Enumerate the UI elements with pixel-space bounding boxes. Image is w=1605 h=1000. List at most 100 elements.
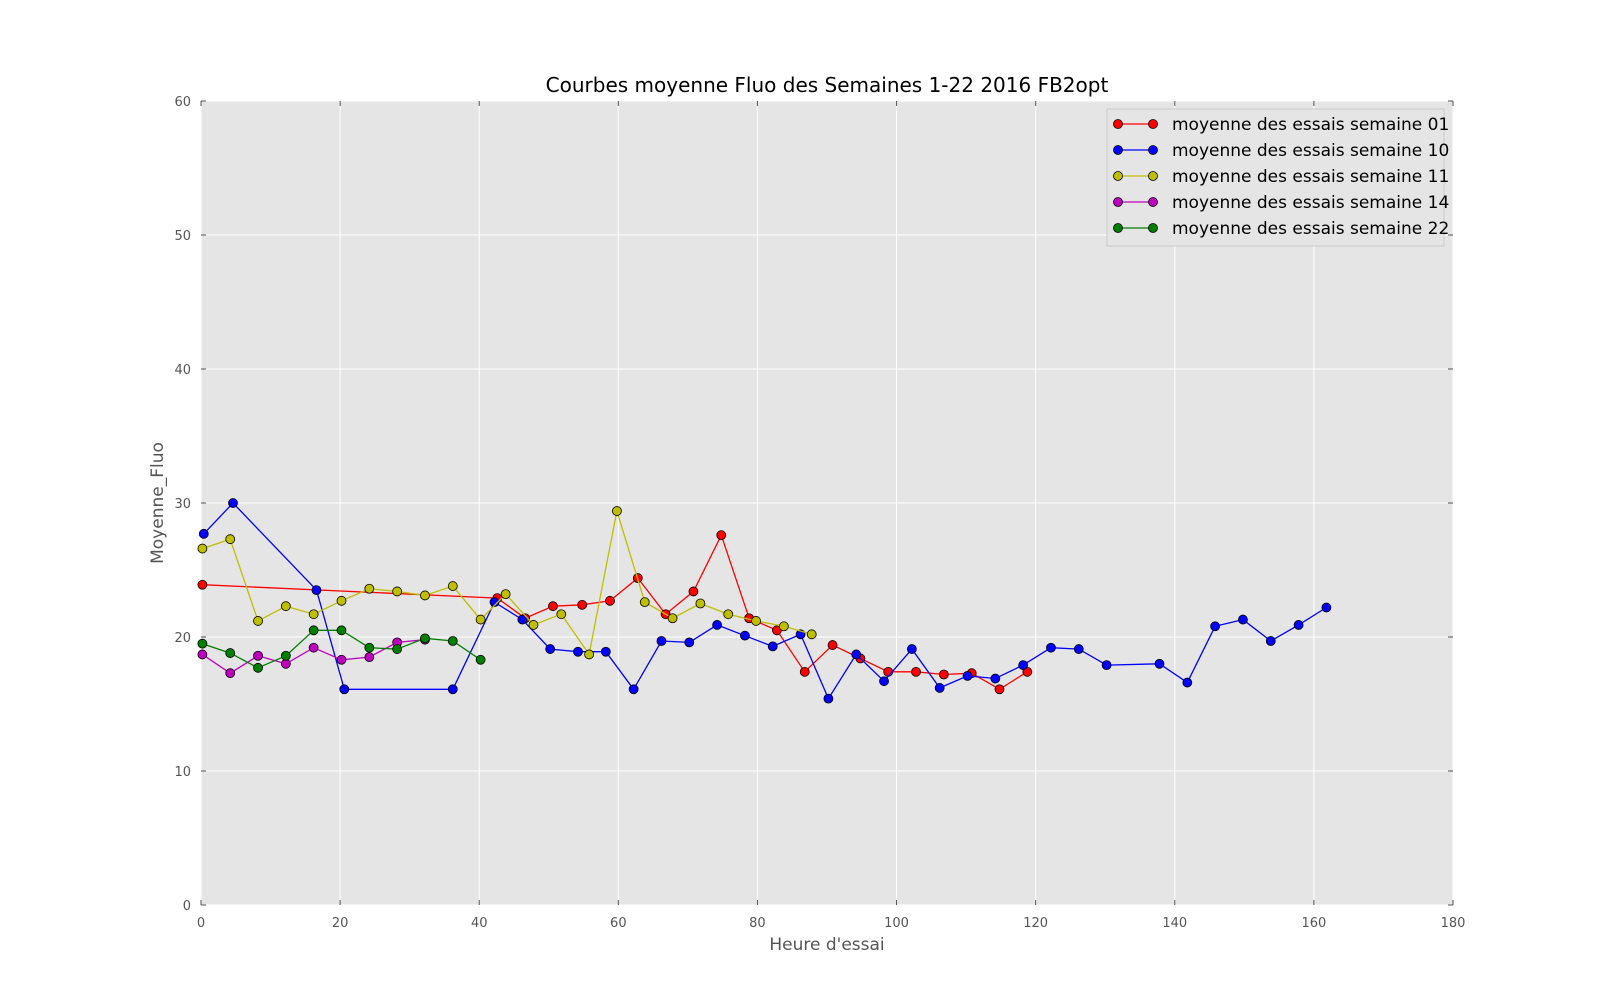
data-point (311, 585, 322, 595)
data-point (778, 621, 789, 632)
x-tick-label: 20 (332, 916, 349, 931)
y-tick-label: 20 (174, 631, 191, 646)
legend-item: moyenne des essais semaine 14 (1113, 193, 1449, 213)
legend-marker (1113, 145, 1123, 155)
data-point (225, 668, 236, 679)
x-tick-label: 140 (1162, 916, 1187, 931)
data-point (364, 583, 375, 594)
y-tick-label: 50 (174, 229, 191, 244)
data-point (447, 581, 458, 591)
data-point (767, 641, 778, 652)
x-tick-label: 40 (471, 916, 488, 931)
data-point (684, 637, 695, 648)
x-tick-label: 120 (1023, 916, 1048, 931)
y-axis-label: Moyenne_Fluo (148, 442, 168, 564)
data-point (851, 649, 862, 660)
y-tick-label: 40 (174, 363, 191, 378)
data-point (197, 543, 208, 554)
data-point (667, 613, 678, 624)
data-point (1101, 660, 1112, 671)
data-point (500, 589, 511, 600)
data-point (336, 625, 347, 636)
legend-item: moyenne des essais semaine 01 (1113, 115, 1449, 135)
data-point (1018, 660, 1029, 671)
x-tick-label: 80 (749, 916, 766, 931)
data-point (545, 644, 556, 654)
data-point (1154, 658, 1165, 669)
data-point (392, 644, 403, 654)
data-point (198, 528, 209, 539)
data-point (1293, 620, 1304, 630)
legend-label: moyenne des essais semaine 01 (1172, 115, 1449, 135)
data-point (339, 684, 350, 695)
data-point (1046, 642, 1056, 653)
data-point (197, 579, 208, 590)
x-tick-label: 60 (610, 916, 627, 931)
data-point (584, 649, 595, 660)
data-point (364, 652, 375, 662)
data-point (612, 506, 622, 516)
legend-marker (1148, 145, 1158, 155)
data-point (656, 636, 667, 646)
x-tick-label: 0 (197, 916, 205, 931)
data-point (253, 650, 263, 661)
data-point (253, 662, 263, 673)
data-point (447, 636, 458, 646)
legend-marker (1148, 119, 1158, 129)
data-point (938, 669, 949, 680)
legend: moyenne des essais semaine 01 moyenne des… (1106, 108, 1449, 247)
data-point (392, 586, 403, 597)
x-tick-label: 180 (1441, 916, 1466, 931)
data-point (1182, 677, 1193, 688)
data-point (420, 590, 430, 601)
legend-label: moyenne des essais semaine 22 (1172, 219, 1449, 239)
series-3 (197, 506, 817, 660)
data-point (1321, 602, 1332, 613)
data-point (280, 601, 291, 612)
series-2 (198, 498, 1332, 704)
data-point (716, 530, 727, 541)
data-point (225, 648, 236, 658)
data-point (197, 638, 208, 649)
legend-marker (1113, 197, 1123, 207)
data-point (990, 673, 1001, 684)
data-point (225, 534, 236, 545)
legend-box (1106, 108, 1445, 247)
data-point (489, 597, 500, 608)
data-point (548, 601, 558, 612)
data-point (740, 630, 750, 641)
data-point (879, 676, 889, 687)
series-5 (197, 625, 486, 673)
axis-ticks: 0 20 40 60 80 100 120 140 160 180 0 10 20 30 40 50 60 (174, 95, 1465, 931)
data-point (695, 598, 706, 609)
y-tick-label: 0 (183, 899, 191, 914)
series-layer (197, 498, 1332, 704)
data-point (577, 599, 588, 610)
legend-label: moyenne des essais semaine 14 (1172, 193, 1449, 213)
data-point (308, 609, 319, 620)
data-point (906, 644, 917, 654)
data-point (712, 620, 723, 630)
data-point (751, 616, 761, 626)
data-point (528, 620, 539, 630)
data-point (994, 684, 1005, 695)
legend-marker (1113, 223, 1123, 233)
legend-label: moyenne des essais semaine 11 (1172, 167, 1449, 187)
data-point (911, 666, 921, 677)
data-point (962, 670, 973, 681)
legend-item: moyenne des essais semaine 10 (1113, 141, 1449, 161)
data-point (308, 642, 319, 653)
x-axis-label: Heure d'essai (769, 935, 884, 955)
data-point (447, 684, 458, 695)
data-point (600, 646, 611, 657)
y-tick-label: 30 (174, 497, 191, 512)
legend-marker (1148, 197, 1158, 207)
y-tick-label: 10 (174, 765, 191, 780)
data-point (197, 649, 208, 660)
data-point (475, 654, 486, 665)
legend-marker (1148, 171, 1158, 181)
data-point (308, 625, 319, 636)
data-point (799, 666, 810, 677)
data-point (1265, 636, 1276, 646)
data-point (253, 616, 263, 626)
